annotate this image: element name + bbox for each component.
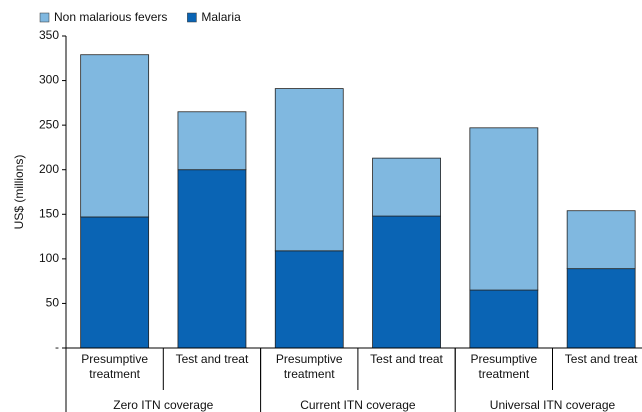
y-tick-label: 100 (39, 251, 59, 265)
y-tick-label: 50 (46, 296, 60, 310)
bar-segment (177, 169, 247, 349)
y-tick-label: 300 (39, 73, 59, 87)
bar-segment (274, 250, 344, 349)
legend-label: Non malarious fevers (54, 10, 167, 24)
x-category: Presumptive treatment (470, 352, 538, 381)
x-tick-label: Test and treat (370, 352, 443, 366)
legend-swatch (39, 12, 50, 23)
group-label: Zero ITN coverage (113, 398, 213, 412)
x-tick-label: Presumptive treatment (275, 352, 343, 381)
bar-segment (469, 127, 539, 291)
x-tick-label: Test and treat (564, 352, 638, 366)
x-tick-label: Test and treat (175, 352, 249, 366)
bar-segment (469, 289, 539, 349)
legend-label: Malaria (201, 10, 241, 24)
x-category: Test and treat (564, 352, 638, 366)
x-category: Test and treat (175, 352, 249, 366)
y-axis-label: US$ (millions) (12, 155, 26, 230)
group-label: Current ITN coverage (300, 398, 416, 412)
bar-segment (80, 54, 150, 218)
x-tick-label: Presumptive treatment (470, 352, 538, 381)
group-label: Universal ITN coverage (490, 398, 616, 412)
x-tick-label: Presumptive treatment (81, 352, 148, 381)
bar-segment (566, 210, 636, 270)
y-tick-label: 200 (39, 162, 59, 176)
x-category: Test and treat (370, 352, 443, 366)
bar-segment (372, 215, 441, 349)
x-category: Presumptive treatment (81, 352, 148, 381)
legend-swatch (187, 12, 197, 23)
y-tick-label: - (55, 340, 59, 354)
y-tick-label: 250 (39, 117, 59, 131)
y-tick-label: 150 (39, 206, 59, 220)
bar-segment (566, 268, 636, 349)
y-tick-label: 350 (39, 28, 59, 42)
bar-segment (274, 88, 344, 252)
x-category: Presumptive treatment (275, 352, 343, 381)
bar-segment (177, 111, 247, 171)
bar-segment (372, 157, 441, 217)
bar-segment (80, 216, 150, 349)
